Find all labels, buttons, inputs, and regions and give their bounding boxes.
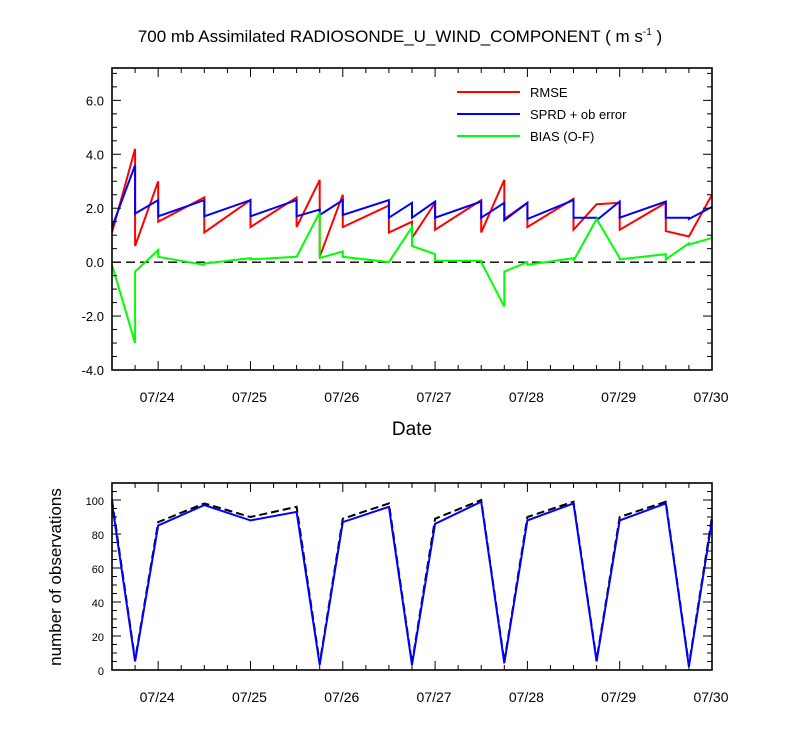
bottom-y-tick-label: 100 <box>86 496 104 508</box>
bottom-x-tick-label: 07/27 <box>417 689 452 705</box>
legend-label: SPRD + ob error <box>530 107 627 122</box>
bottom-y-tick-label: 60 <box>92 564 104 576</box>
top-x-tick-label: 07/28 <box>509 389 544 405</box>
top-x-tick-label: 07/25 <box>232 389 267 405</box>
bottom-panel: 100 80 60 40 20 0 07/24 07/25 07/26 07/27 07/28 07/… <box>86 482 729 705</box>
bottom-y-tick-label: 40 <box>92 598 104 610</box>
top-y-tick-label: 0.0 <box>86 255 104 270</box>
bottom-x-tick-label: 07/24 <box>140 689 175 705</box>
bottom-x-tick-label: 07/26 <box>324 689 359 705</box>
top-x-tick-label: 07/30 <box>693 389 728 405</box>
top-x-axis-label: Date <box>392 419 432 440</box>
top-x-tick-label: 07/24 <box>140 389 175 405</box>
bottom-x-tick-label: 07/25 <box>232 689 267 705</box>
bottom-y-tick-label: 0 <box>98 666 104 678</box>
bottom-x-tick-label: 07/30 <box>693 689 728 705</box>
bottom-y-axis-label: number of observations <box>46 488 65 666</box>
bottom-x-tick-label: 07/28 <box>509 689 544 705</box>
top-series-bias-o-f <box>111 211 713 344</box>
legend-label: BIAS (O-F) <box>530 129 594 144</box>
bottom-plot-frame <box>111 482 713 671</box>
top-x-tick-label: 07/26 <box>324 389 359 405</box>
bottom-series-possible <box>111 498 713 666</box>
top-series-sprd-ob-error <box>111 164 713 228</box>
bottom-x-tick-label: 07/29 <box>601 689 636 705</box>
bottom-y-tick-label: 20 <box>92 632 104 644</box>
top-y-tick-label: -4.0 <box>82 363 104 378</box>
top-y-tick-label: 4.0 <box>86 147 104 162</box>
chart-title: 700 mb Assimilated RADIOSONDE_U_WIND_COM… <box>138 27 662 46</box>
top-x-tick-label: 07/27 <box>417 389 452 405</box>
top-y-tick-label: -2.0 <box>82 309 104 324</box>
bottom-series-used <box>111 500 713 667</box>
top-y-tick-label: 6.0 <box>86 93 104 108</box>
legend-label: RMSE <box>530 85 568 100</box>
top-y-tick-label: 2.0 <box>86 201 104 216</box>
bottom-y-tick-label: 80 <box>92 530 104 542</box>
top-x-tick-label: 07/29 <box>601 389 636 405</box>
top-panel: 6.0 4.0 2.0 0.0 -2.0 -4.0 07/24 07/25 07/26 07/27… <box>82 67 729 405</box>
